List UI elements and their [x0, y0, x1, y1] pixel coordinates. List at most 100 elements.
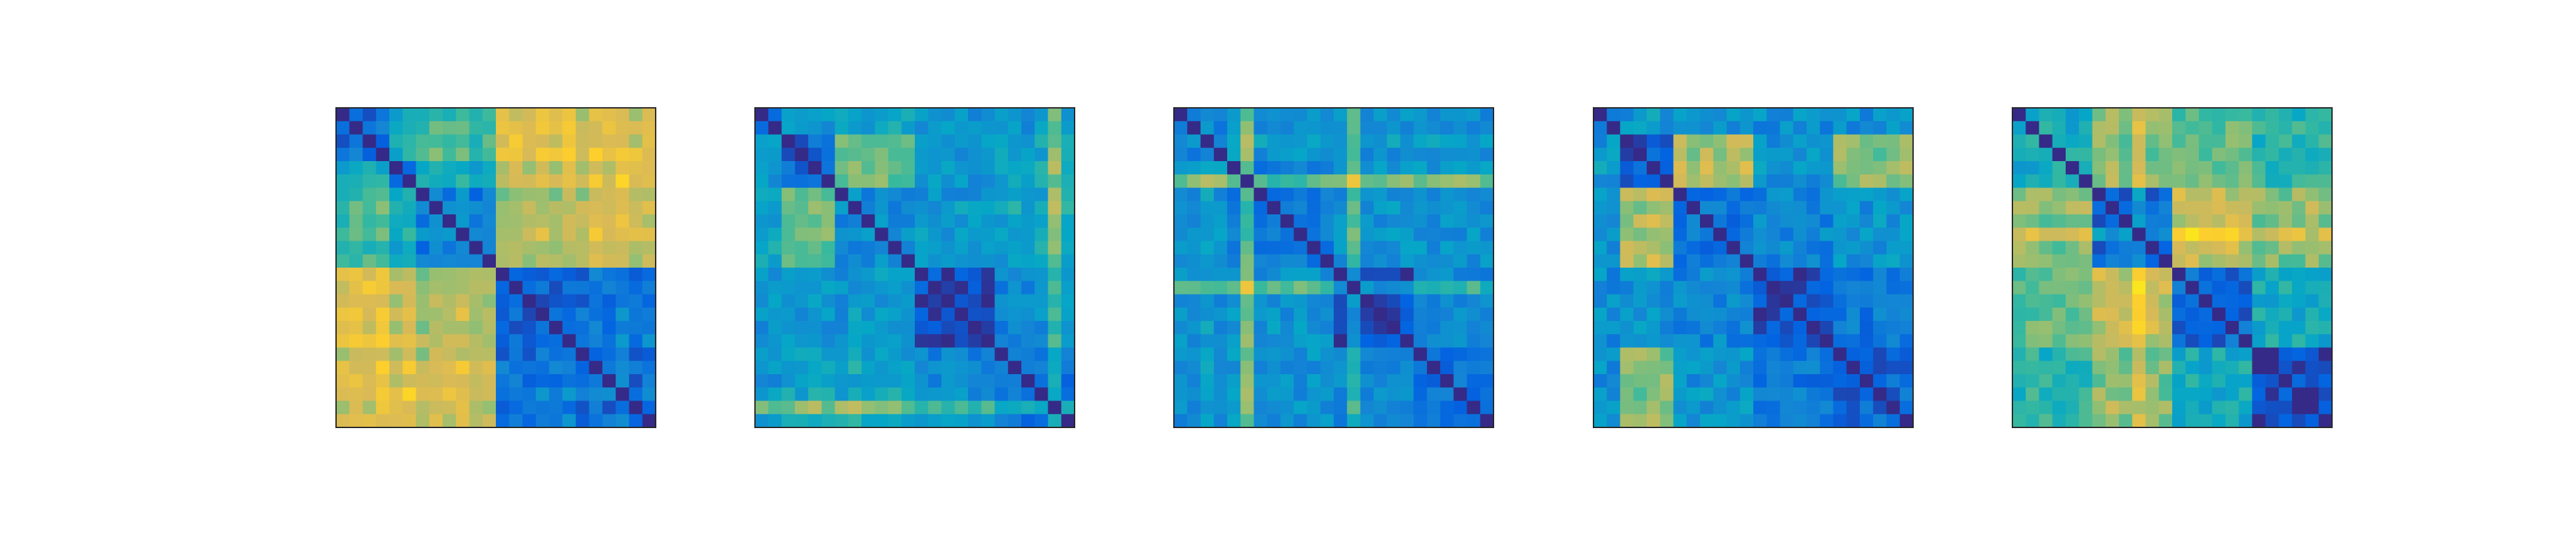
heatmap-cell [1860, 214, 1874, 228]
heatmap-cell [1753, 347, 1767, 362]
heatmap-cell [1187, 201, 1202, 215]
heatmap-cell [1700, 374, 1714, 388]
heatmap-cell [1253, 254, 1268, 268]
heatmap-cell [1227, 174, 1241, 189]
heatmap-cell [954, 400, 969, 415]
heatmap-cell [1227, 187, 1241, 202]
heatmap-cell [456, 414, 470, 428]
heatmap-cell [1607, 121, 1621, 135]
heatmap-cell [1061, 228, 1075, 242]
heatmap-cell [1833, 414, 1847, 428]
heatmap-cell [416, 241, 430, 255]
heatmap-cell [456, 228, 470, 242]
heatmap-cell [2265, 347, 2279, 362]
heatmap-cell [1833, 294, 1847, 308]
heatmap-cell [2105, 400, 2120, 415]
heatmap-cell [522, 241, 537, 255]
heatmap-cell [1820, 334, 1834, 349]
heatmap-cell [402, 187, 417, 202]
heatmap-cell [1480, 307, 1494, 322]
heatmap-cell [1593, 108, 1607, 122]
heatmap-cell [781, 414, 796, 428]
heatmap-cell [2225, 374, 2239, 388]
heatmap-cell [522, 187, 537, 202]
heatmap-cell [1174, 147, 1188, 162]
heatmap-cell [2092, 161, 2106, 175]
heatmap-cell [1647, 201, 1661, 215]
heatmap-cell [496, 228, 510, 242]
heatmap-cell [1726, 201, 1741, 215]
heatmap-cell [2158, 108, 2173, 122]
heatmap-cell [1426, 121, 1441, 135]
heatmap-cell [562, 134, 577, 149]
heatmap-cell [1334, 161, 1348, 175]
heatmap-cell [1807, 268, 1820, 281]
heatmap-cell [1726, 414, 1741, 428]
heatmap-cell [1034, 360, 1049, 375]
heatmap-cell [1593, 228, 1607, 242]
heatmap-cell [1174, 108, 1188, 122]
heatmap-cell [1633, 347, 1647, 362]
heatmap-cell [1780, 307, 1794, 322]
heatmap-cell [1593, 400, 1607, 415]
heatmap-cell [2119, 268, 2133, 281]
heatmap-cell [1200, 214, 1215, 228]
heatmap-cell [755, 347, 769, 362]
heatmap-cell [1213, 400, 1228, 415]
heatmap-cell [2026, 387, 2040, 402]
heatmap-cell [1739, 161, 1754, 175]
heatmap-cell [2199, 414, 2213, 428]
heatmap-cell [755, 294, 769, 308]
heatmap-cell [2092, 174, 2106, 189]
heatmap-cell [1294, 307, 1308, 322]
heatmap-cell [1607, 241, 1621, 255]
heatmap-cell [336, 307, 350, 322]
heatmap-cell [429, 134, 443, 149]
heatmap-cell [915, 228, 929, 242]
heatmap-cell [562, 201, 577, 215]
heatmap-cell [629, 147, 643, 162]
heatmap-cell [1280, 174, 1294, 189]
heatmap-cell [1187, 214, 1202, 228]
heatmap-cell [2199, 268, 2213, 281]
heatmap-cell [1174, 187, 1188, 202]
heatmap-cell [429, 347, 443, 362]
heatmap-cell [1267, 400, 1281, 415]
heatmap-cell [1267, 134, 1281, 149]
heatmap-cell [1021, 414, 1035, 428]
heatmap-cell [2318, 307, 2333, 322]
heatmap-cell [768, 387, 783, 402]
heatmap-cell [2172, 400, 2186, 415]
heatmap-cell [928, 108, 942, 122]
heatmap-cell [2318, 294, 2333, 308]
heatmap-cell [835, 281, 849, 295]
heatmap-cell [941, 108, 956, 122]
heatmap-cell [389, 121, 403, 135]
heatmap-cell [2119, 121, 2133, 135]
heatmap-cell [994, 307, 1009, 322]
heatmap-cell [848, 334, 862, 349]
heatmap-cell [954, 334, 969, 349]
heatmap-cell [2079, 414, 2093, 428]
heatmap-cell [862, 307, 875, 322]
heatmap-cell [1334, 187, 1348, 202]
heatmap-cell [1686, 108, 1701, 122]
heatmap-cell [2132, 187, 2147, 202]
heatmap-cell [1240, 108, 1255, 122]
heatmap-cell [2039, 400, 2053, 415]
heatmap-cell [1426, 414, 1441, 428]
heatmap-cell [1766, 294, 1781, 308]
heatmap-cell [1607, 360, 1621, 375]
heatmap-cell [2066, 254, 2079, 268]
heatmap-cell [1426, 400, 1441, 415]
heatmap-cell [469, 294, 483, 308]
heatmap-cell [1807, 321, 1820, 335]
heatmap-cell [794, 294, 809, 308]
heatmap-cell [1440, 334, 1454, 349]
heatmap-cell [2225, 201, 2239, 215]
heatmap-cell [2012, 268, 2026, 281]
heatmap-cell [1426, 214, 1441, 228]
heatmap-cell [482, 254, 497, 268]
heatmap-cell [629, 121, 643, 135]
heatmap-cell [509, 121, 523, 135]
